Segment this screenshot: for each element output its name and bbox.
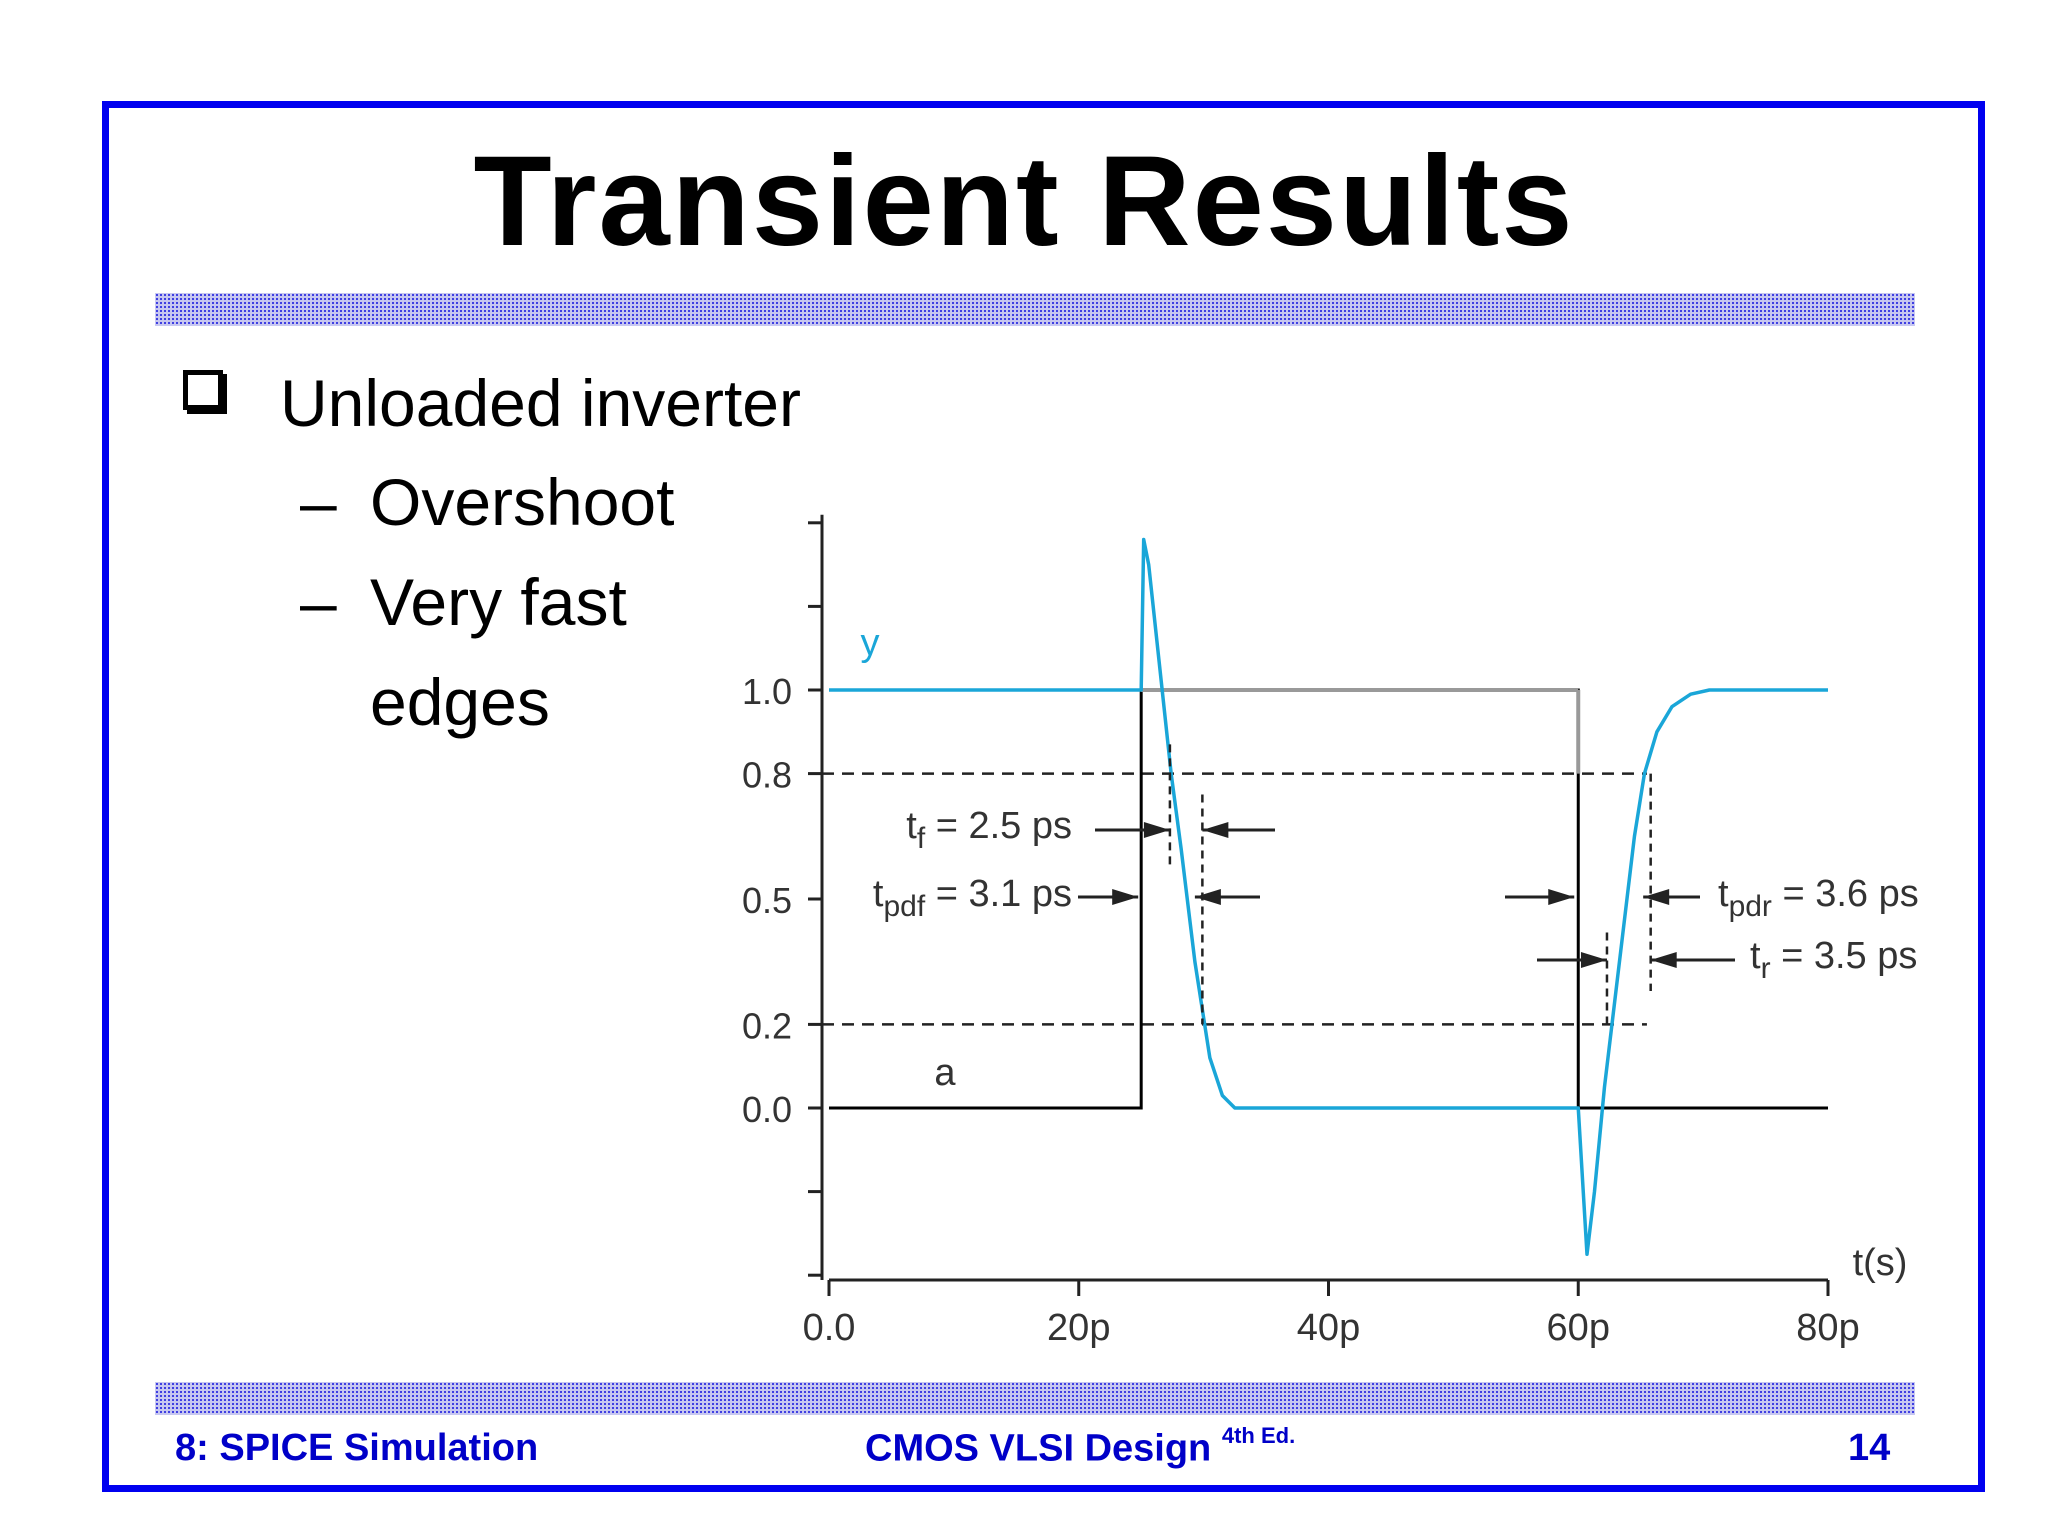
- tpdr-arrow-out-head: [1643, 889, 1670, 905]
- tpdf-arrow-in-head: [1112, 889, 1139, 905]
- tpdr-arrow-in-head: [1548, 889, 1575, 905]
- y-tick-label: 0.2: [742, 1005, 792, 1046]
- tr-arrow-in-head: [1580, 952, 1607, 968]
- bullet-text: Unloaded inverter: [280, 366, 801, 440]
- sub-bullet-dash: –: [300, 465, 337, 539]
- sub-bullet-overshoot: Overshoot: [370, 465, 675, 539]
- footer-book-title: CMOS VLSI Design 4th Ed.: [865, 1423, 1295, 1471]
- y-tick-label: 0.5: [742, 880, 792, 921]
- sub-bullet-fast-edges-cont: edges: [370, 665, 550, 739]
- checkbox-bullet-icon: [183, 370, 223, 410]
- slide-title: Transient Results: [473, 130, 1575, 273]
- series-y-label: y: [861, 622, 880, 664]
- tr-label: tr = 3.5 ps: [1750, 935, 1917, 985]
- x-tick-label: 80p: [1796, 1307, 1859, 1349]
- y-tick-label: 0.8: [742, 755, 792, 796]
- slide-frame: [102, 101, 1985, 1492]
- tpdr-label: tpdr = 3.6 ps: [1718, 873, 1919, 923]
- footer-book-name: CMOS VLSI Design: [865, 1427, 1212, 1470]
- footer-page-number: 14: [1848, 1427, 1891, 1469]
- series-a-label: a: [934, 1052, 956, 1094]
- tpdf-arrow-out-head: [1194, 889, 1221, 905]
- x-tick-label: 20p: [1047, 1307, 1110, 1349]
- title-divider-stripe: [155, 293, 1915, 326]
- sub-bullet-dash: –: [300, 565, 337, 639]
- tf-arrow-out-head: [1202, 822, 1229, 838]
- x-tick-label: 0.0: [803, 1307, 856, 1349]
- y-tick-label: 1.0: [742, 671, 792, 712]
- footer-edition: 4th Ed.: [1221, 1423, 1296, 1448]
- y-tick-label: 0.0: [742, 1089, 792, 1130]
- x-tick-label: 40p: [1297, 1307, 1360, 1349]
- tf-arrow-in-head: [1143, 822, 1170, 838]
- footer-divider-stripe: [155, 1382, 1915, 1415]
- sub-bullet-fast-edges: Very fast: [370, 565, 627, 639]
- series-y-line: [829, 537, 1828, 1257]
- x-axis-label: t(s): [1853, 1242, 1908, 1284]
- tpdf-label: tpdf = 3.1 ps: [873, 873, 1072, 923]
- tf-label: tf = 2.5 ps: [906, 805, 1072, 855]
- footer-chapter: 8: SPICE Simulation: [175, 1427, 539, 1469]
- tr-arrow-out-head: [1650, 952, 1677, 968]
- x-tick-label: 60p: [1547, 1307, 1610, 1349]
